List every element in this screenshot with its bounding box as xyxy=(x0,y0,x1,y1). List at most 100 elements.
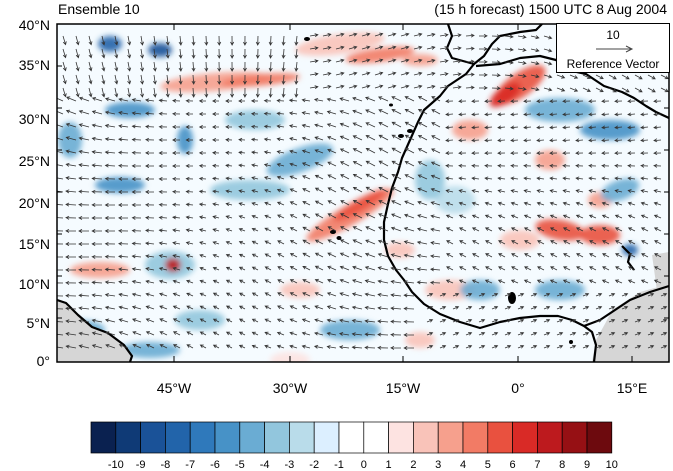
wind-vector xyxy=(458,138,467,143)
wind-vector xyxy=(78,149,90,154)
wind-vector xyxy=(653,214,662,219)
colorbar-label: 0 xyxy=(360,459,367,471)
wind-vector xyxy=(504,332,512,336)
wind-vector xyxy=(314,136,324,141)
wind-vector xyxy=(159,331,168,336)
wind-vector xyxy=(158,177,168,181)
wind-vector xyxy=(378,173,389,180)
wind-vector xyxy=(276,201,285,206)
wind-vector xyxy=(131,279,142,284)
wind-vector xyxy=(377,239,389,245)
wind-vector xyxy=(225,279,233,284)
y-tick-label: 20°N xyxy=(18,195,50,211)
wind-vector xyxy=(364,266,376,271)
wind-vector xyxy=(250,124,259,129)
colorbar-label: -4 xyxy=(259,459,270,471)
wind-vector xyxy=(186,318,194,323)
wind-vector xyxy=(465,332,473,336)
wind-vector xyxy=(276,124,285,129)
wind-vector xyxy=(497,125,506,130)
wind-vector xyxy=(523,151,532,156)
wind-vector xyxy=(225,189,233,194)
wind-vector xyxy=(365,226,376,232)
wind-vector xyxy=(339,279,350,284)
wind-vector xyxy=(339,318,350,323)
wind-vector xyxy=(250,137,259,142)
wind-vector xyxy=(569,306,577,310)
wind-vector xyxy=(653,279,662,284)
colorbar-swatch xyxy=(115,421,141,454)
wind-vector xyxy=(212,254,220,258)
wind-vector xyxy=(289,279,298,284)
wind-vector xyxy=(264,201,272,206)
wind-vector xyxy=(91,97,103,102)
wind-vector xyxy=(158,292,168,297)
wind-vector xyxy=(426,306,434,310)
wind-vector xyxy=(660,87,669,93)
wind-vector xyxy=(465,59,475,64)
wind-vector xyxy=(588,214,597,219)
wind-vector xyxy=(172,254,181,258)
wind-vector xyxy=(314,265,324,271)
wind-vector xyxy=(549,201,558,206)
wind-vector xyxy=(186,344,194,349)
wind-vector xyxy=(524,266,532,271)
wind-vector xyxy=(497,176,506,181)
wind-vector xyxy=(165,87,170,98)
wind-vector xyxy=(530,332,538,336)
wind-vector xyxy=(335,32,345,37)
colorbar-label: 8 xyxy=(559,459,566,471)
wind-vector xyxy=(225,266,233,271)
wind-vector xyxy=(131,124,142,129)
wind-vector xyxy=(543,35,553,40)
wind-vector xyxy=(601,99,610,104)
colorbar-label: -7 xyxy=(185,459,196,471)
wind-vector xyxy=(627,151,636,156)
wind-vector xyxy=(549,227,558,232)
wind-vector xyxy=(313,98,324,102)
coast-iberia xyxy=(445,24,543,66)
wind-vector xyxy=(118,331,129,336)
wind-vector xyxy=(78,319,90,323)
wind-vector xyxy=(445,189,454,193)
wind-vector xyxy=(78,306,90,311)
wind-vector xyxy=(614,279,623,284)
wind-vector xyxy=(314,162,324,167)
wind-vector xyxy=(351,332,363,337)
anomaly-patch xyxy=(148,43,172,57)
wind-vector xyxy=(172,228,181,233)
wind-vector xyxy=(472,266,480,271)
wind-vector xyxy=(452,306,460,310)
wind-vector xyxy=(517,47,527,52)
wind-vector xyxy=(225,163,233,168)
wind-vector xyxy=(364,305,376,310)
wind-vector xyxy=(465,293,473,297)
colorbar-swatch xyxy=(388,421,414,454)
wind-vector xyxy=(478,332,486,336)
wind-vector xyxy=(302,175,311,180)
wind-vector xyxy=(289,292,298,297)
wind-vector xyxy=(159,305,168,310)
wind-vector xyxy=(471,279,480,284)
wind-vector xyxy=(327,148,337,154)
wind-vector xyxy=(158,151,167,155)
anomaly-patch xyxy=(175,310,225,330)
wind-vector xyxy=(65,293,77,298)
wind-vector xyxy=(660,345,668,349)
wind-vector xyxy=(504,306,512,310)
wind-vector xyxy=(601,279,610,284)
wind-vector xyxy=(556,319,564,323)
wind-vector xyxy=(589,240,597,245)
wind-vector xyxy=(543,332,551,336)
wind-vector xyxy=(172,151,180,155)
wind-vector xyxy=(186,305,194,310)
colorbar-label: -1 xyxy=(334,459,344,471)
wind-vector xyxy=(101,35,106,46)
colorbar-swatch xyxy=(239,421,265,454)
wind-vector xyxy=(601,201,610,206)
wind-vector xyxy=(199,344,207,349)
wind-vector xyxy=(204,87,209,98)
colorbar-label: -10 xyxy=(107,459,124,471)
wind-vector xyxy=(588,125,597,130)
wind-vector xyxy=(172,331,181,336)
